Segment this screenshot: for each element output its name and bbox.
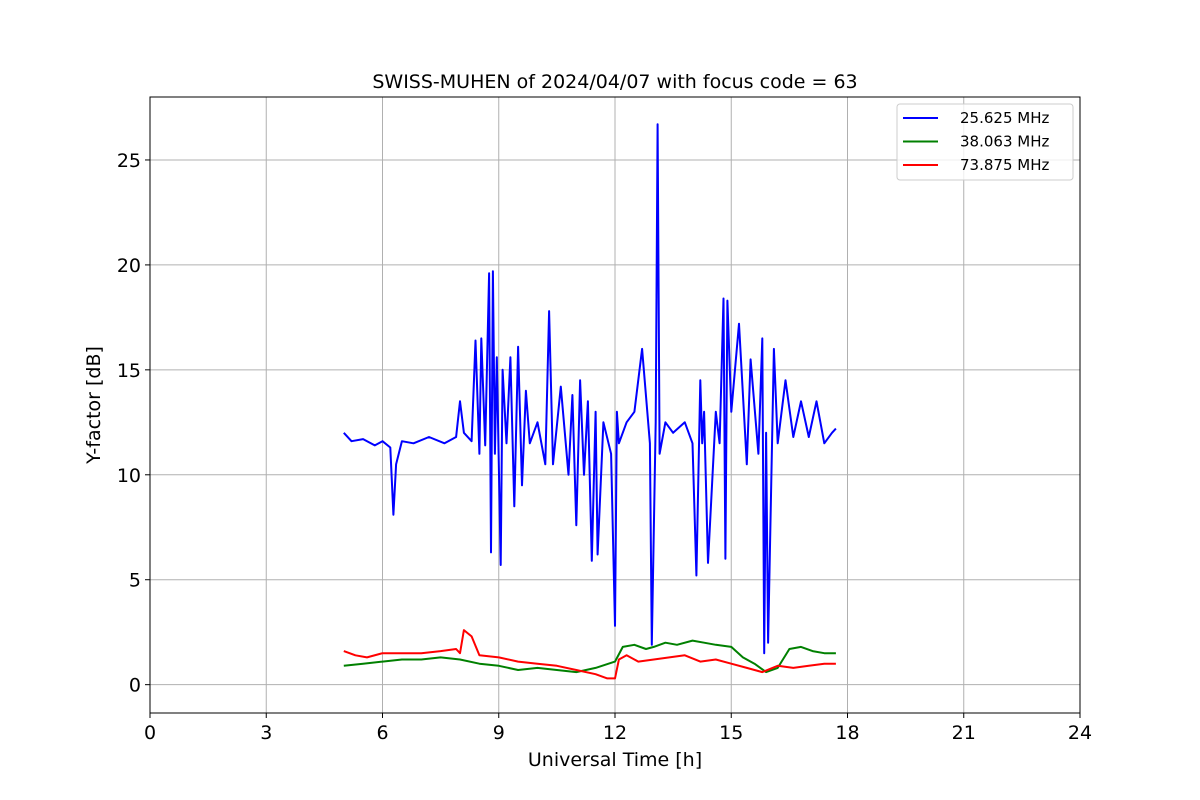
series-line [343,639,836,674]
y-axis-label: Y-factor [dB] [83,346,105,465]
x-tick-label: 3 [260,722,272,744]
x-tick-label: 24 [1068,722,1092,744]
y-tick-label: 25 [117,150,141,172]
y-tick-label: 5 [129,570,141,592]
y-tick-label: 10 [117,465,141,487]
x-tick-label: 18 [835,722,859,744]
chart-title: SWISS-MUHEN of 2024/04/07 with focus cod… [372,71,857,93]
x-tick-label: 9 [493,722,505,744]
x-tick-label: 6 [376,722,388,744]
x-tick-label: 15 [719,722,743,744]
x-tick-label: 12 [603,722,627,744]
y-tick-label: 20 [117,255,141,277]
series-layer [343,123,837,680]
x-axis: 0 3 6 9 12 15 18 21 24 [144,713,1092,744]
series-line [343,123,837,655]
x-tick-label: 0 [144,722,156,744]
y-axis: 0 5 10 15 20 25 [117,150,150,697]
series-line [343,629,836,680]
y-tick-label: 15 [117,360,141,382]
legend-label: 73.875 MHz [960,156,1049,174]
legend: 25.625 MHz 38.063 MHz 73.875 MHz [896,103,1074,181]
legend-label: 25.625 MHz [960,109,1049,127]
x-axis-label: Universal Time [h] [528,749,702,771]
x-tick-label: 21 [952,722,976,744]
plot-area [343,123,837,680]
legend-label: 38.063 MHz [960,133,1049,151]
y-tick-label: 0 [129,675,141,697]
legend-box [896,103,1074,181]
